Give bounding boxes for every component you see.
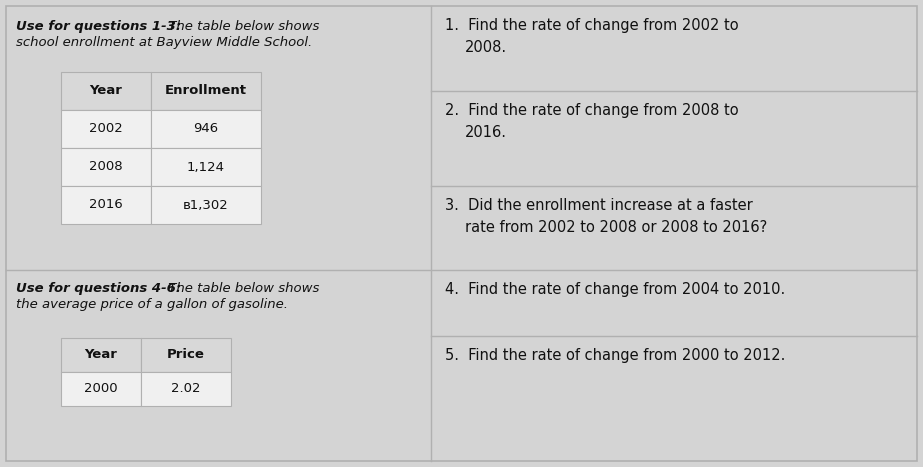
Text: 2.  Find the rate of change from 2008 to: 2. Find the rate of change from 2008 to [445, 103, 738, 118]
Text: 2016.: 2016. [465, 125, 507, 140]
Text: 1,124: 1,124 [187, 161, 225, 174]
Text: Price: Price [167, 348, 205, 361]
Text: 946: 946 [194, 122, 219, 135]
Text: Year: Year [85, 348, 117, 361]
Text: Use for questions 1-3:: Use for questions 1-3: [16, 20, 181, 33]
FancyBboxPatch shape [141, 372, 231, 406]
Text: Year: Year [90, 85, 123, 98]
FancyBboxPatch shape [61, 338, 141, 372]
Text: the average price of a gallon of gasoline.: the average price of a gallon of gasolin… [16, 298, 288, 311]
Text: 4.  Find the rate of change from 2004 to 2010.: 4. Find the rate of change from 2004 to … [445, 282, 785, 297]
Text: 2008.: 2008. [465, 40, 507, 55]
Text: 2002: 2002 [90, 122, 123, 135]
Text: 2.02: 2.02 [172, 382, 200, 396]
FancyBboxPatch shape [151, 110, 261, 148]
Text: 2000: 2000 [84, 382, 118, 396]
FancyBboxPatch shape [61, 110, 151, 148]
FancyBboxPatch shape [61, 372, 141, 406]
Text: 1.  Find the rate of change from 2002 to: 1. Find the rate of change from 2002 to [445, 18, 738, 33]
Text: school enrollment at Bayview Middle School.: school enrollment at Bayview Middle Scho… [16, 36, 312, 49]
FancyBboxPatch shape [61, 148, 151, 186]
Text: The table below shows: The table below shows [164, 20, 319, 33]
Text: Use for questions 4-6:: Use for questions 4-6: [16, 282, 181, 295]
Text: 2016: 2016 [90, 198, 123, 212]
FancyBboxPatch shape [61, 72, 151, 110]
Text: 5.  Find the rate of change from 2000 to 2012.: 5. Find the rate of change from 2000 to … [445, 348, 785, 363]
FancyBboxPatch shape [151, 148, 261, 186]
FancyBboxPatch shape [141, 338, 231, 372]
Text: 2008: 2008 [90, 161, 123, 174]
FancyBboxPatch shape [61, 186, 151, 224]
Text: 3.  Did the enrollment increase at a faster: 3. Did the enrollment increase at a fast… [445, 198, 753, 213]
Text: rate from 2002 to 2008 or 2008 to 2016?: rate from 2002 to 2008 or 2008 to 2016? [465, 220, 767, 235]
FancyBboxPatch shape [6, 6, 917, 461]
Text: ʙ1,302: ʙ1,302 [183, 198, 229, 212]
Text: The table below shows: The table below shows [164, 282, 319, 295]
FancyBboxPatch shape [151, 72, 261, 110]
FancyBboxPatch shape [151, 186, 261, 224]
Text: Enrollment: Enrollment [165, 85, 247, 98]
